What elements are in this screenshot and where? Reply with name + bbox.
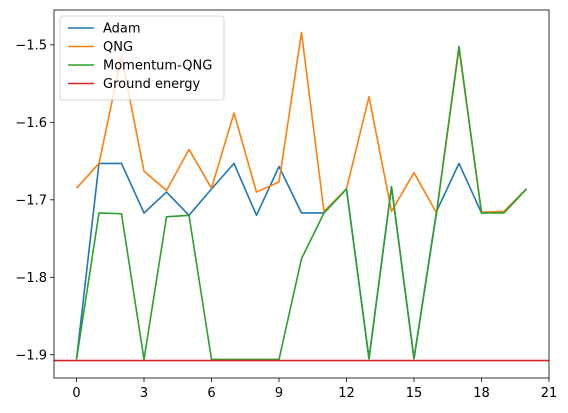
legend: Adam QNG Momentum-QNG Ground energy (59, 15, 225, 101)
x-tick-label: 9 (275, 386, 283, 401)
y-tick-label: −1.6 (15, 116, 47, 131)
x-tick-label: 15 (406, 386, 423, 401)
y-axis: −1.9 −1.8 −1.7 −1.6 −1.5 (15, 38, 54, 363)
y-tick-label: −1.7 (15, 193, 47, 208)
y-tick-label: −1.5 (15, 38, 47, 53)
x-tick-label: 21 (541, 386, 558, 401)
plot-frame (53, 9, 550, 379)
legend-label-qng: QNG (103, 40, 133, 55)
x-tick-label: 18 (473, 386, 490, 401)
x-tick-label: 12 (338, 386, 355, 401)
legend-label-adam: Adam (103, 22, 141, 37)
y-tick-label: −1.9 (15, 348, 47, 363)
series-line-adam (75, 162, 528, 360)
x-tick-label: 6 (207, 386, 215, 401)
x-axis: 0 3 6 9 12 15 18 21 (72, 378, 557, 401)
x-tick-label: 3 (140, 386, 148, 401)
legend-label-ground-energy: Ground energy (103, 77, 201, 92)
x-tick-label: 0 (72, 386, 80, 401)
y-tick-label: −1.8 (15, 271, 47, 286)
series-layer (54, 31, 549, 362)
legend-label-momentum-qng: Momentum-QNG (103, 59, 212, 74)
legend-box (59, 15, 225, 101)
series-line-momentum-qng (75, 45, 528, 361)
